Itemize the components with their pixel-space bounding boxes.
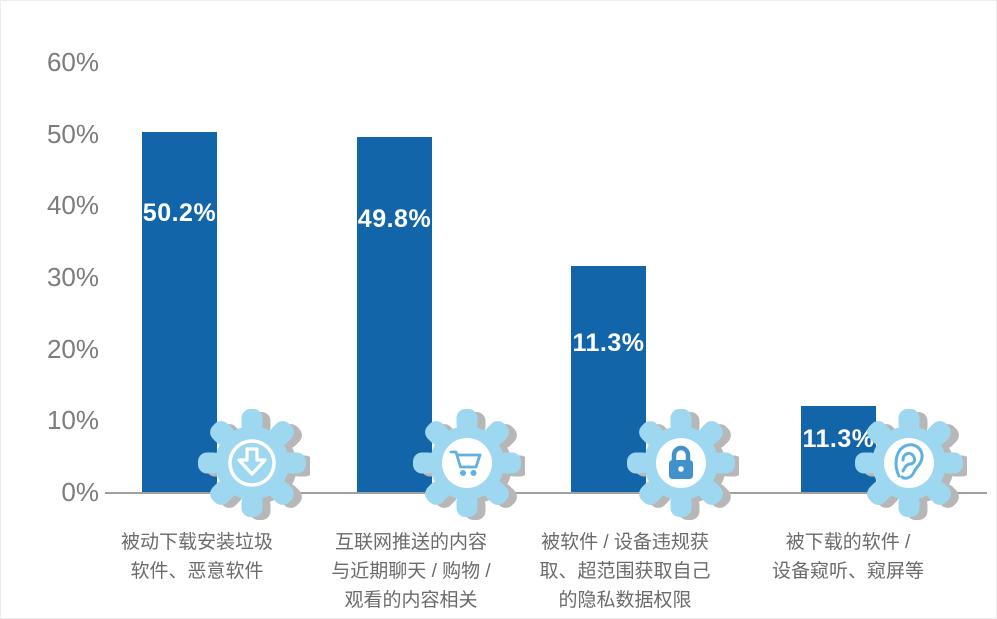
- cart-icon: [442, 438, 492, 488]
- lock-icon: [656, 438, 706, 488]
- y-tick-label: 40%: [46, 190, 99, 221]
- category-label-line: 取、超范围获取自己: [539, 561, 711, 582]
- category-label-line: 与近期聊天 / 购物 /: [331, 561, 491, 582]
- y-tick-label: 30%: [46, 261, 99, 292]
- category-label-line: 被下载的软件 /: [785, 532, 911, 553]
- category-label-3: 被软件 / 设备违规获 取、超范围获取自己 的隐私数据权限: [505, 528, 745, 615]
- category-label-line: 被动下载安装垃圾: [120, 532, 273, 553]
- bar-1: 50.2%: [142, 132, 217, 492]
- category-label-line: 软件、恶意软件: [130, 561, 264, 582]
- download-icon: [228, 439, 276, 487]
- category-label-line: 互联网推送的内容: [334, 532, 487, 553]
- bar-value-label: 11.3%: [802, 425, 875, 453]
- category-label-4: 被下载的软件 / 设备窥听、窥屏等: [728, 528, 968, 586]
- y-tick-label: 60%: [46, 46, 99, 77]
- bar-value-label: 50.2%: [142, 199, 217, 227]
- gear-badge: [627, 409, 739, 520]
- bar-4: 11.3%: [801, 406, 876, 492]
- y-tick-label: 50%: [46, 118, 99, 149]
- bar-value-label: 11.3%: [572, 329, 645, 357]
- bar-2: 49.8%: [357, 137, 432, 492]
- gear-badge: [198, 409, 310, 520]
- bar-value-label: 49.8%: [357, 205, 432, 233]
- category-label-line: 观看的内容相关: [344, 590, 478, 611]
- gear-badge: [413, 409, 525, 520]
- ear-icon: [884, 438, 934, 488]
- x-axis-line: [105, 492, 987, 494]
- y-tick-label: 20%: [46, 333, 99, 364]
- y-tick-label: 10%: [46, 405, 99, 436]
- category-label-line: 被软件 / 设备违规获: [541, 532, 709, 553]
- y-tick-label: 0%: [61, 477, 99, 507]
- category-label-1: 被动下载安装垃圾 软件、恶意软件: [77, 528, 317, 586]
- category-label-2: 互联网推送的内容 与近期聊天 / 购物 / 观看的内容相关: [291, 528, 531, 615]
- gear-badge: [855, 409, 967, 520]
- category-label-line: 的隐私数据权限: [558, 590, 692, 611]
- category-label-line: 设备窥听、窥屏等: [771, 561, 924, 582]
